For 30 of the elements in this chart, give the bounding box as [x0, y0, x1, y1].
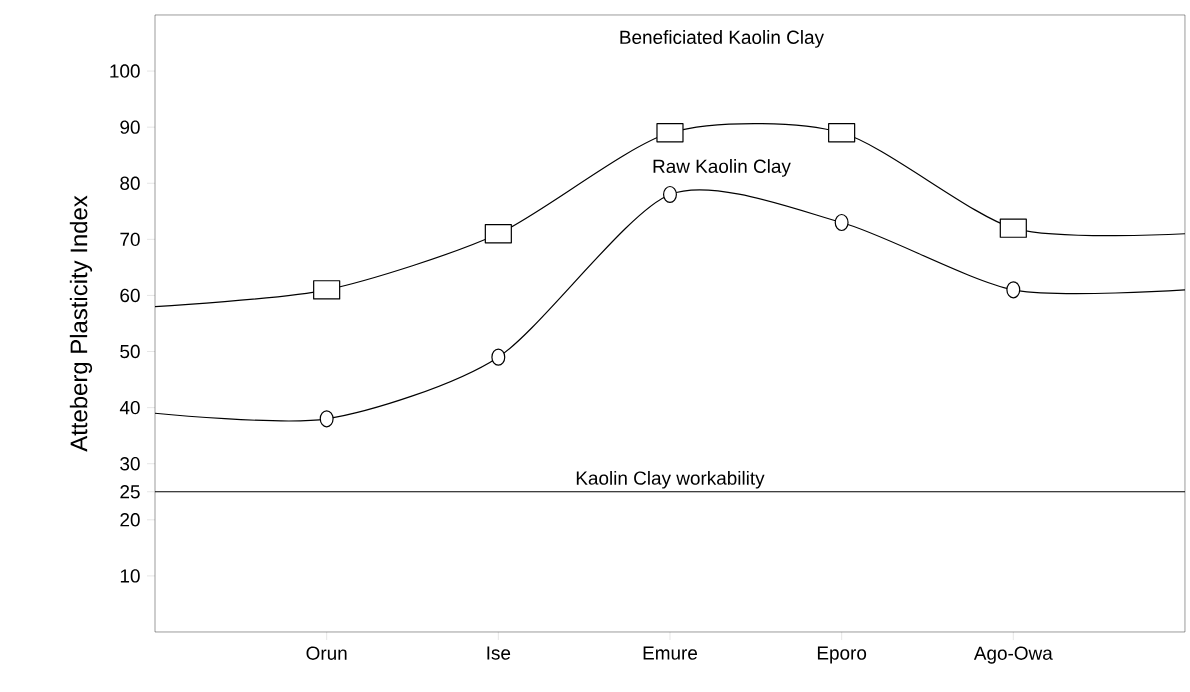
y-tick-label: 50: [120, 344, 140, 359]
annotation: Raw Kaolin Clay: [653, 159, 791, 177]
point: [1006, 281, 1021, 299]
y-tick-label: 25: [120, 485, 140, 499]
annotation: Beneficiated Kaolin Clay: [620, 30, 824, 48]
y-tick-label: 90: [120, 120, 140, 134]
point: [834, 213, 849, 232]
y-tick-label: 100: [110, 64, 140, 78]
point: [313, 280, 341, 300]
x-tick-label: Orun: [306, 646, 347, 660]
point: [828, 123, 856, 143]
ref-line-label: Kaolin Clay workability: [576, 470, 765, 489]
y-tick-label: 70: [120, 232, 140, 247]
y-tick-label: 30: [120, 457, 140, 471]
point: [656, 123, 684, 143]
y-tick-label: 60: [120, 288, 140, 303]
y-tick-label: 10: [120, 569, 140, 583]
x-tick-label: Ise: [487, 646, 511, 660]
y-axis-title: Atteberg Plasticity Index: [69, 195, 93, 452]
point: [319, 410, 334, 428]
point: [999, 218, 1027, 238]
x-tick-label: Emure: [643, 646, 698, 660]
x-tick-label: Eporo: [817, 646, 867, 664]
point: [491, 348, 506, 366]
y-tick-label: 80: [120, 176, 140, 190]
x-tick-label: Ago-Owa: [973, 646, 1053, 664]
point: [484, 224, 512, 244]
point: [662, 185, 677, 204]
y-tick-label: 40: [119, 400, 140, 415]
y-tick-label: 20: [120, 513, 140, 527]
